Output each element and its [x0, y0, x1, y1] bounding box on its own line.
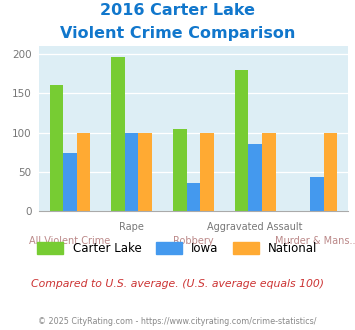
- Bar: [138, 133, 152, 211]
- Bar: [63, 153, 77, 211]
- Bar: [235, 70, 248, 211]
- Text: Murder & Mans...: Murder & Mans...: [275, 236, 355, 246]
- Text: Violent Crime Comparison: Violent Crime Comparison: [60, 26, 295, 41]
- Text: All Violent Crime: All Violent Crime: [29, 236, 110, 246]
- Bar: [310, 177, 324, 211]
- Text: Compared to U.S. average. (U.S. average equals 100): Compared to U.S. average. (U.S. average …: [31, 279, 324, 289]
- Legend: Carter Lake, Iowa, National: Carter Lake, Iowa, National: [33, 237, 322, 260]
- Bar: [125, 133, 138, 211]
- Bar: [324, 133, 337, 211]
- Bar: [111, 57, 125, 211]
- Text: Aggravated Assault: Aggravated Assault: [207, 222, 303, 232]
- Bar: [262, 133, 275, 211]
- Bar: [200, 133, 214, 211]
- Bar: [248, 145, 262, 211]
- Text: Rape: Rape: [119, 222, 144, 232]
- Bar: [77, 133, 90, 211]
- Text: Robbery: Robbery: [173, 236, 214, 246]
- Bar: [50, 85, 63, 211]
- Text: 2016 Carter Lake: 2016 Carter Lake: [100, 3, 255, 18]
- Bar: [187, 183, 200, 211]
- Bar: [173, 129, 187, 211]
- Text: © 2025 CityRating.com - https://www.cityrating.com/crime-statistics/: © 2025 CityRating.com - https://www.city…: [38, 317, 317, 326]
